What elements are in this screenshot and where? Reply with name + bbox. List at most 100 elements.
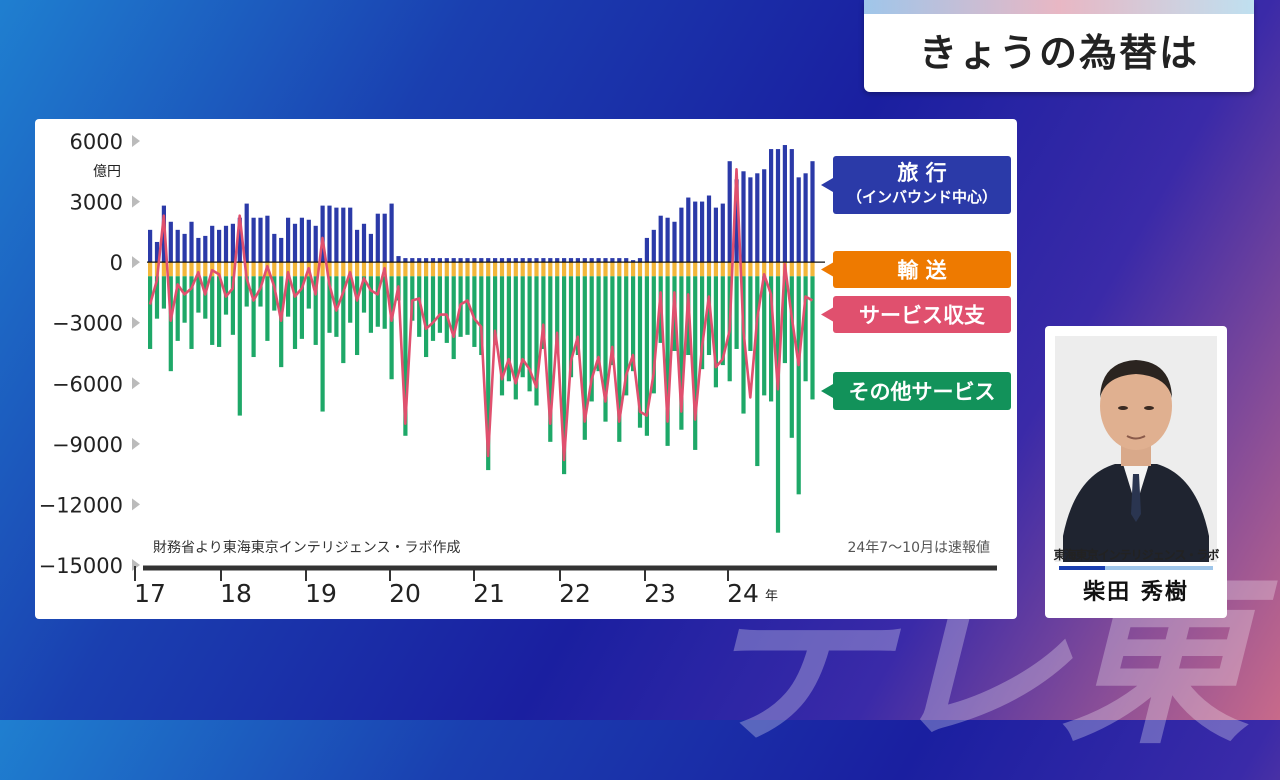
bar-transport bbox=[417, 262, 422, 277]
headline-box: きょうの為替は bbox=[864, 0, 1254, 92]
bar-transport bbox=[734, 262, 739, 277]
x-tick-label: 19 bbox=[305, 579, 337, 608]
y-tick-label: 3000 bbox=[70, 191, 123, 215]
bar-travel bbox=[396, 256, 401, 263]
bar-travel bbox=[713, 207, 718, 263]
bar-travel bbox=[582, 258, 587, 263]
y-tick-label: 6000 bbox=[70, 130, 123, 154]
bar-transport bbox=[444, 262, 449, 277]
bar-transport bbox=[493, 262, 498, 277]
bar-transport bbox=[368, 262, 373, 277]
legend-travel-label: （インバウンド中心） bbox=[847, 188, 997, 206]
bar-transport bbox=[562, 262, 567, 277]
bar-other-services bbox=[720, 276, 725, 366]
headline-title: きょうの為替は bbox=[918, 31, 1199, 75]
y-unit-label: 億円 bbox=[93, 164, 121, 180]
bar-other-services bbox=[782, 276, 787, 364]
bar-transport bbox=[555, 262, 560, 277]
bar-transport bbox=[313, 262, 318, 277]
bar-other-services bbox=[575, 276, 580, 356]
bar-other-services bbox=[341, 276, 346, 364]
bar-transport bbox=[596, 262, 601, 277]
bar-travel bbox=[706, 195, 712, 263]
bar-other-services bbox=[410, 276, 415, 321]
bar-travel bbox=[306, 219, 311, 263]
bar-transport bbox=[472, 262, 477, 277]
bar-travel bbox=[410, 258, 415, 263]
bar-other-services bbox=[679, 276, 684, 430]
bar-travel bbox=[230, 223, 235, 263]
y-tick-arrow bbox=[132, 195, 140, 208]
bar-travel bbox=[196, 237, 201, 263]
bar-travel bbox=[575, 258, 580, 263]
bar-travel bbox=[389, 203, 394, 263]
bar-transport bbox=[741, 262, 746, 277]
legend-transport-label: 輸 送 bbox=[897, 259, 947, 283]
bar-travel bbox=[272, 233, 277, 263]
bar-travel bbox=[355, 229, 360, 263]
bar-transport bbox=[341, 262, 346, 277]
bar-travel bbox=[465, 258, 470, 263]
bar-other-services bbox=[589, 276, 594, 402]
bar-other-services bbox=[617, 276, 622, 442]
bar-transport bbox=[299, 262, 304, 277]
bar-transport bbox=[320, 262, 325, 277]
bar-other-services bbox=[444, 276, 449, 343]
bar-travel bbox=[361, 223, 367, 263]
bar-travel bbox=[189, 221, 194, 263]
bar-other-services bbox=[382, 276, 387, 329]
bar-travel bbox=[217, 229, 222, 263]
bar-other-services bbox=[203, 276, 208, 319]
bar-other-services bbox=[217, 276, 222, 347]
bar-travel bbox=[424, 258, 429, 263]
x-tick-label: 21 bbox=[473, 579, 505, 608]
bar-transport bbox=[651, 262, 656, 277]
bar-travel bbox=[548, 258, 553, 263]
bar-travel bbox=[348, 207, 353, 263]
bar-other-services bbox=[154, 276, 160, 319]
bar-other-services bbox=[603, 276, 608, 422]
bar-other-services bbox=[734, 276, 739, 349]
bar-travel bbox=[644, 237, 649, 263]
bar-travel bbox=[258, 217, 263, 263]
bar-travel bbox=[637, 258, 643, 263]
bar-transport bbox=[603, 262, 608, 277]
bar-other-services bbox=[292, 276, 298, 349]
legend-services-balance-label: サービス収支 bbox=[859, 304, 986, 328]
bar-other-services bbox=[189, 276, 194, 349]
bar-other-services bbox=[465, 276, 470, 335]
bar-other-services bbox=[168, 276, 173, 372]
y-tick-arrow bbox=[132, 498, 140, 511]
bar-transport bbox=[720, 262, 725, 277]
bar-travel bbox=[299, 217, 304, 263]
bar-travel bbox=[541, 258, 546, 263]
bar-transport bbox=[396, 262, 401, 277]
bar-transport bbox=[437, 262, 442, 277]
bar-transport bbox=[637, 262, 643, 277]
bar-travel bbox=[368, 233, 373, 263]
y-tick-arrow bbox=[132, 316, 140, 329]
bar-transport bbox=[665, 262, 670, 277]
bar-transport bbox=[465, 262, 470, 277]
bar-travel bbox=[741, 171, 746, 263]
bar-travel bbox=[334, 207, 339, 263]
bar-other-services bbox=[375, 276, 380, 327]
bar-other-services bbox=[706, 276, 712, 356]
legend-other-services-box bbox=[833, 372, 1011, 410]
bar-transport bbox=[610, 262, 615, 277]
bar-transport bbox=[203, 262, 208, 277]
bar-other-services bbox=[582, 276, 587, 440]
bar-transport bbox=[513, 262, 518, 277]
bar-other-services bbox=[644, 276, 649, 436]
bar-transport bbox=[403, 262, 408, 277]
bar-transport bbox=[706, 262, 712, 277]
bar-other-services bbox=[196, 276, 201, 313]
bar-transport bbox=[251, 262, 256, 277]
bar-travel bbox=[148, 229, 153, 263]
bar-other-services bbox=[389, 276, 394, 380]
bar-travel bbox=[341, 207, 346, 263]
bar-travel bbox=[313, 225, 318, 263]
bar-travel bbox=[693, 201, 698, 263]
bar-other-services bbox=[361, 276, 367, 313]
bar-other-services bbox=[624, 276, 629, 396]
